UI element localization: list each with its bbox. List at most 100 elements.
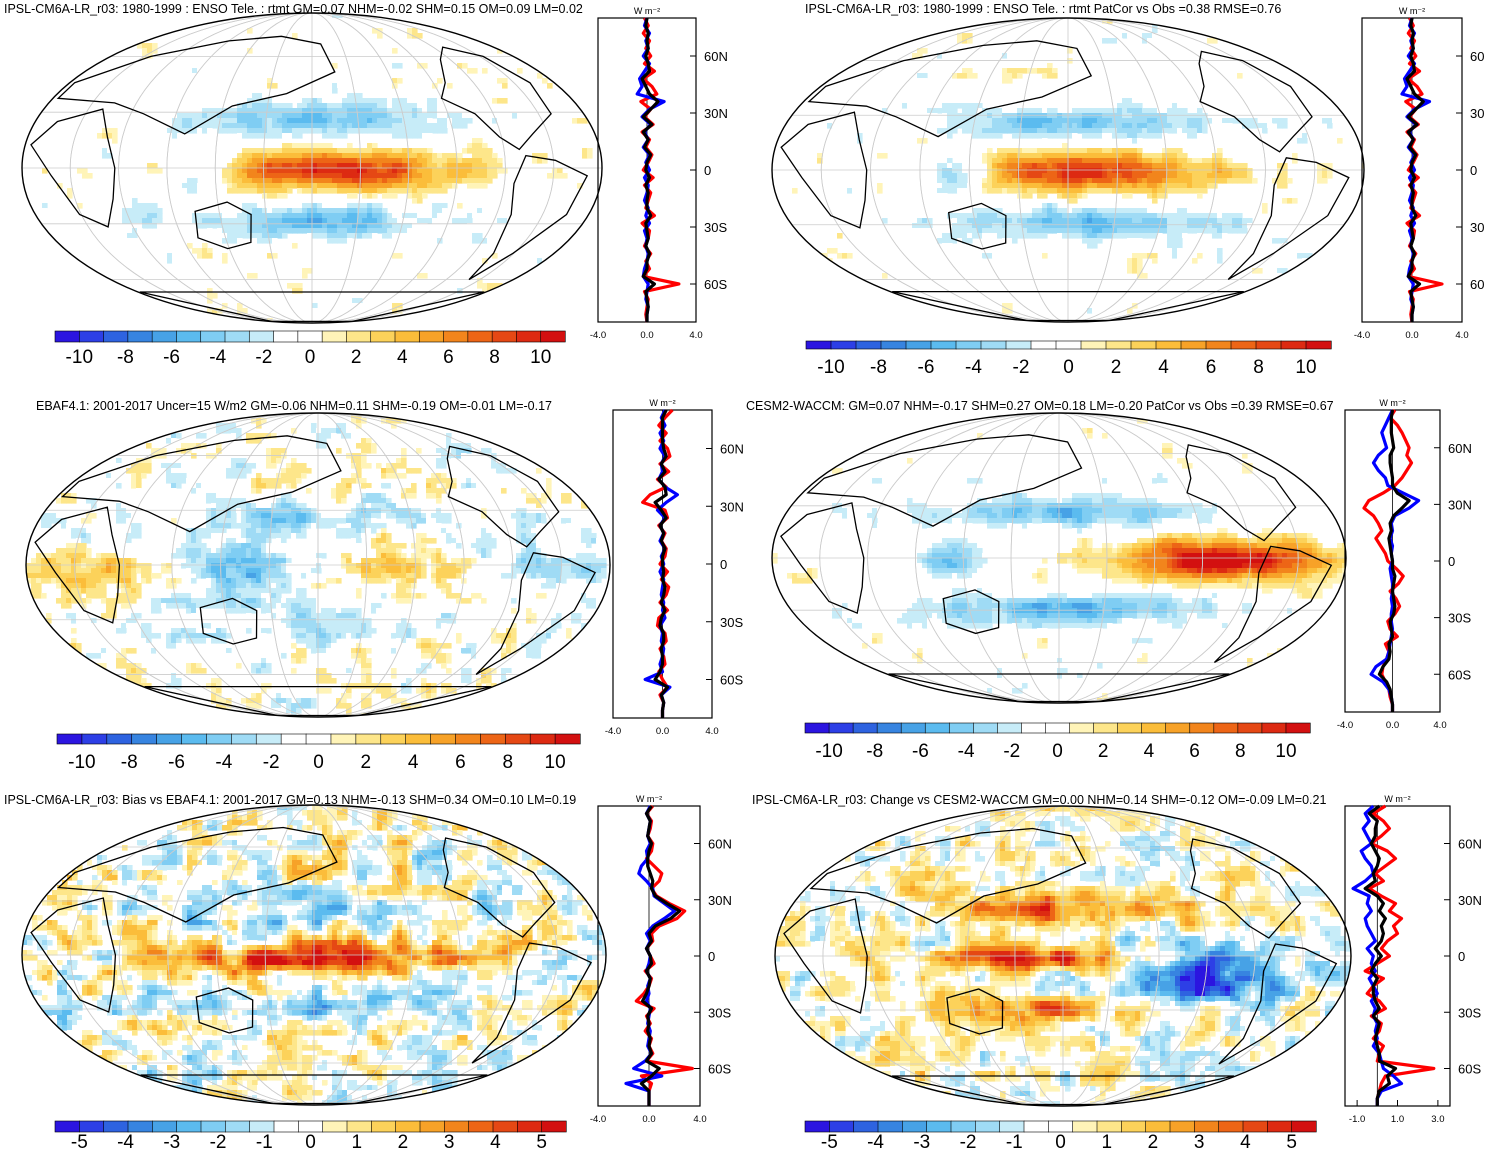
zonal-lat-label: 30N [1448,497,1472,512]
colorbar-swatch [1155,340,1182,350]
colorbar-swatch [504,733,531,745]
colorbar-swatch [176,1120,202,1133]
colorbar-swatch [1069,722,1095,734]
colorbar-swatch [380,733,407,745]
colorbar-swatch [1285,722,1311,734]
colorbar-swatch [1255,340,1282,350]
panel-2-title: IPSL-CM6A-LR_r03: 1980-1999 : ENSO Tele.… [805,2,1282,16]
colorbar-swatch [999,1120,1025,1133]
colorbar-swatch [1055,340,1082,350]
colorbar-swatch [1048,1120,1074,1133]
colorbar-swatch [225,1120,251,1133]
colorbar-swatch [1242,1120,1268,1133]
map-panel-1 [21,12,603,324]
continent-outline [439,46,552,151]
map-border [774,805,1352,1107]
continent-outline [30,108,116,228]
colorbar-swatch [1280,340,1307,350]
colorbar-swatch [950,1120,976,1133]
zonal-x-label: -4.0 [590,1114,606,1125]
panel-1-title: IPSL-CM6A-LR_r03: 1980-1999 : ENSO Tele.… [4,2,583,16]
colorbar-label: 8 [489,347,500,368]
colorbar-label: -10 [815,741,842,762]
colorbar-swatch [81,733,108,745]
colorbar-swatch [152,1120,178,1133]
colorbar-label: -4 [958,741,975,762]
colorbar-label: 10 [1275,741,1296,762]
zonal-lat-label: 60N [708,837,732,852]
colorbar-label: 4 [397,347,408,368]
colorbar-swatch [54,330,80,343]
zonal-series-red [1362,409,1414,712]
colorbar-swatch [78,330,105,343]
continent-outline [809,827,1087,924]
colorbar-label: 5 [536,1132,547,1153]
colorbar-label: 6 [443,347,454,368]
colorbar-swatch [1117,722,1143,734]
field-cells [26,413,610,717]
colorbar-swatch [1105,340,1132,350]
zonal-series-blue [1400,17,1432,322]
continent-outline [34,506,121,624]
map-panel-6 [774,805,1352,1107]
colorbar-swatch [855,340,882,350]
zonal-series-red [641,408,674,718]
colorbar-swatch [444,1120,470,1133]
zonal-x-label: 0.0 [1405,330,1418,341]
panel-6-title: IPSL-CM6A-LR_r03: Change vs CESM2-WACCM … [752,793,1327,807]
colorbar-6: -5 -4 -3 -2 -1 0 1 2 3 4 5 [804,1120,1317,1153]
zonal-lat-label: 60N [720,442,744,457]
colorbar-swatch [224,330,250,343]
colorbar-label: -4 [209,347,226,368]
colorbar-swatch [829,1120,855,1133]
colorbar-swatch [56,733,83,745]
colorbar-label: -8 [117,347,134,368]
zonal-lat-label: 60S [1448,667,1471,682]
colorbar-label: -1 [256,1132,273,1153]
colorbar-label: 2 [351,347,362,368]
map-border [21,12,603,324]
colorbar-swatch [131,733,158,745]
zonal-series-black [653,409,670,718]
zonal-units-label: W m⁻² [649,398,675,408]
zonal-x-label: 4.0 [1455,330,1468,341]
colorbar-swatch [480,733,506,745]
zonal-lat-label: 60N [704,49,728,64]
colorbar-swatch [1005,340,1032,350]
colorbar-swatch [405,733,432,745]
continent-outline [1185,444,1297,542]
panel-5-title: IPSL-CM6A-LR_r03: Bias vs EBAF4.1: 2001-… [4,793,577,807]
graticule [772,18,1364,322]
colorbar-swatch [322,1120,348,1133]
colorbar-swatch [955,340,982,350]
colorbar-swatch [355,733,382,745]
colorbar-swatch [924,722,950,734]
zonal-panel-1: 60N 30N 0 30S 60S -4.0 0.0 4.0 W m⁻² [590,6,728,341]
colorbar-swatch [902,1120,928,1133]
colorbar-2: -10 -8 -6 -4 -2 0 2 4 6 8 10 [805,340,1332,378]
zonal-x-label: 4.0 [705,726,718,737]
colorbar-swatch [877,1120,903,1133]
zonal-lat-label: 0 [1458,949,1465,964]
zonal-x-label: -4.0 [590,330,606,341]
continent-outline [946,988,1004,1035]
zonal-x-label: 3.0 [1431,1114,1444,1125]
colorbar-swatch [1291,1120,1317,1133]
zonal-x-label: -4.0 [1354,330,1370,341]
continent-outline [806,434,1083,527]
colorbar-label: -10 [817,357,844,378]
colorbar-swatch [443,330,469,343]
colorbar-swatch [1205,340,1232,350]
continent-outline [1227,157,1350,280]
colorbar-label: 2 [1148,1132,1159,1153]
colorbar-swatch [900,722,926,734]
zonal-lat-label: 60S [1458,1062,1481,1077]
colorbar-label: 0 [305,347,316,368]
colorbar-swatch [980,340,1007,350]
colorbar-swatch [1189,722,1215,734]
continent-outline [56,35,336,135]
graticule [22,13,602,323]
continent-outline [1189,838,1302,939]
colorbar-swatch [156,733,183,745]
colorbar-swatch [200,330,226,343]
